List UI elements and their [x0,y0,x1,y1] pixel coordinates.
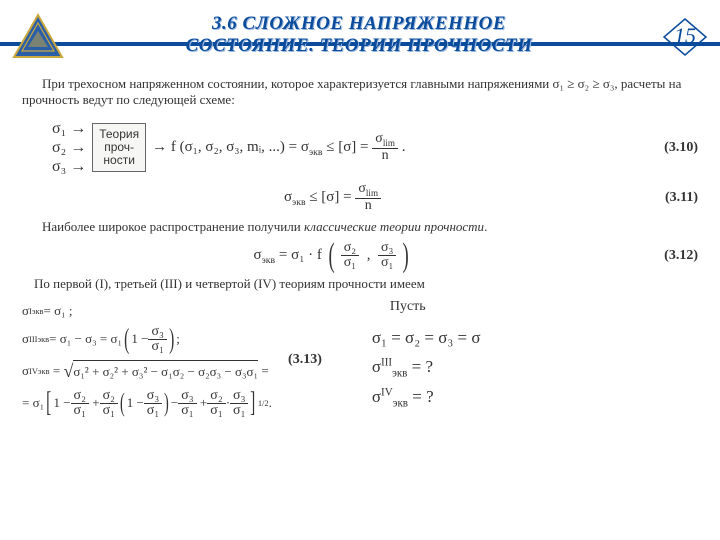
slide-title: 3.6 СЛОЖНОЕ НАПРЯЖЕННОЕ СОСТОЯНИЕ. ТЕОРИ… [66,13,662,57]
eq-number-3-12: (3.12) [643,247,698,265]
pust-block: Пусть σ₁ = σ₂ = σ₃ = σ σIIIэкв = ? σIVэк… [372,298,481,413]
eq-number-3-10: (3.10) [643,139,698,157]
page-number-badge: 15 [662,17,708,57]
eq-number-3-13: (3.13) [272,351,322,369]
equation-3-10: σ₁ → σ₂ → σ₃ → Теория проч- ности → f (σ… [22,119,698,177]
equation-3-11: σэкв ≤ [σ] = σlim n (3.11) [22,182,698,213]
f-expr: → f (σ₁, σ₂, σ₃, mᵢ, ...) = σэкв ≤ [σ] =… [152,132,405,163]
intro-text: При трехосном напряженном состоянии, кот… [22,76,698,109]
page-number: 15 [662,23,708,49]
title-line-2: СОСТОЯНИЕ. ТЕОРИИ ПРОЧНОСТИ [186,35,533,56]
pust-eq-3: σIVэкв = ? [372,383,481,413]
title-line-1: 3.6 СЛОЖНОЕ НАПРЯЖЕННОЕ [212,13,506,34]
equation-3-12: σэкв = σ₁ · f ( σ₂σ₁ , σ₃σ₁ ) (3.12) [22,241,698,270]
sigma-inputs: σ₁ → σ₂ → σ₃ → [52,119,86,177]
slide-body: При трехосном напряженном состоянии, кот… [0,70,720,421]
equation-3-13: σIэкв = σ₁ ; σIIIэкв = σ₁ − σ₃ = σ₁ (1 −… [22,298,272,421]
sigma-lim-over-n: σlim n [372,132,398,163]
logo-icon [10,11,66,61]
pust-eq-2: σIIIэкв = ? [372,353,481,383]
eq-number-3-11: (3.11) [643,189,698,207]
bottom-block: σIэкв = σ₁ ; σIIIэкв = σ₁ − σ₃ = σ₁ (1 −… [22,298,698,421]
classical-theories-text: Наиболее широкое распространение получил… [22,219,698,235]
theory-box: Теория проч- ности [92,123,146,173]
pust-eq-1: σ₁ = σ₂ = σ₃ = σ [372,324,481,353]
pust-label: Пусть [390,298,481,316]
theories-line: По первой (I), третьей (III) и четвертой… [22,276,698,292]
slide-header: 3.6 СЛОЖНОЕ НАПРЯЖЕННОЕ СОСТОЯНИЕ. ТЕОРИ… [0,0,720,70]
